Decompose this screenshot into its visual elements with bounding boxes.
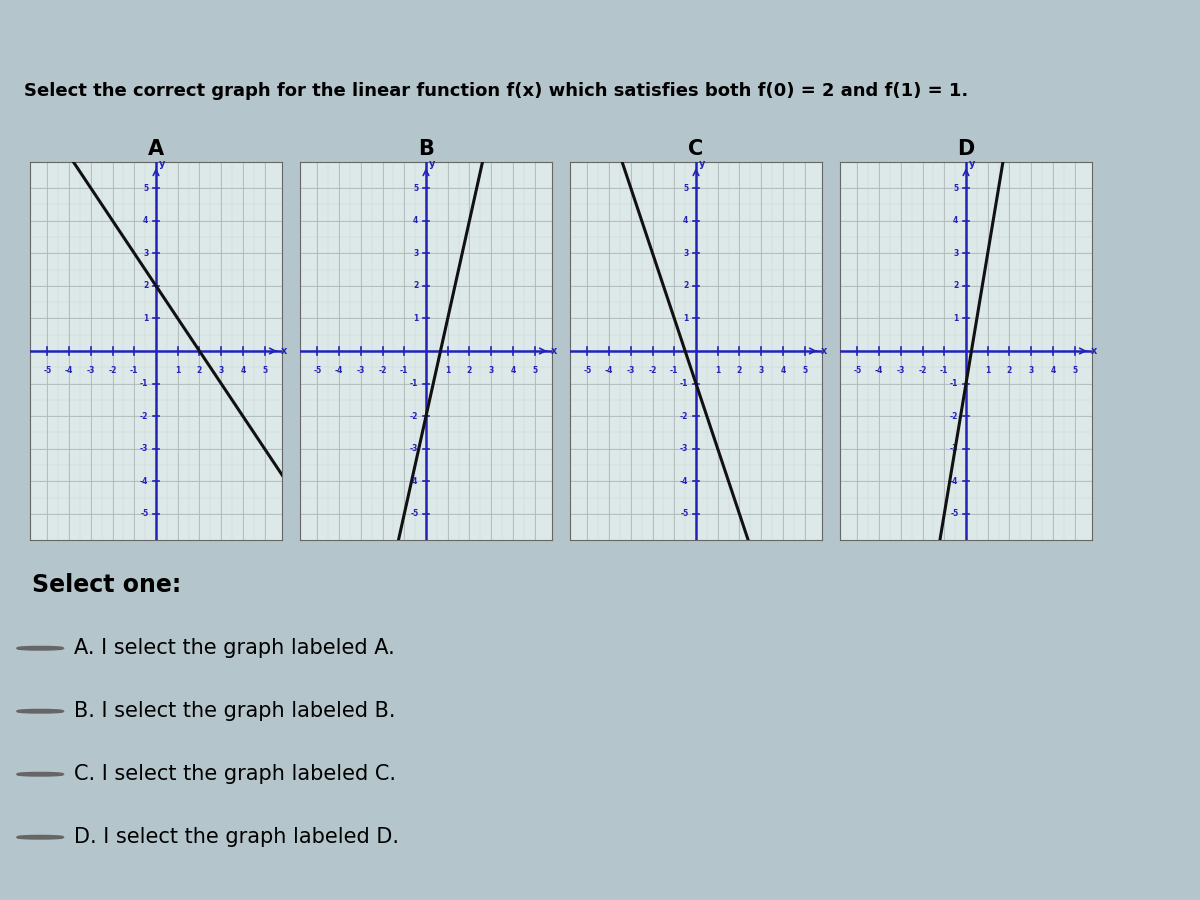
Text: -2: -2 — [108, 365, 116, 374]
Text: -5: -5 — [680, 509, 689, 518]
Text: 3: 3 — [1028, 365, 1033, 374]
Text: -3: -3 — [680, 445, 689, 454]
Text: 1: 1 — [413, 314, 419, 323]
Text: 2: 2 — [737, 365, 742, 374]
Text: C. I select the graph labeled C.: C. I select the graph labeled C. — [73, 764, 396, 784]
Text: 2: 2 — [1007, 365, 1012, 374]
Text: -4: -4 — [65, 365, 73, 374]
Text: 4: 4 — [683, 216, 689, 225]
Text: -5: -5 — [853, 365, 862, 374]
Text: -5: -5 — [410, 509, 419, 518]
Text: 1: 1 — [175, 365, 180, 374]
Text: -2: -2 — [140, 411, 149, 420]
Text: y: y — [160, 158, 166, 168]
Text: 3: 3 — [218, 365, 223, 374]
Text: 5: 5 — [802, 365, 808, 374]
Text: -5: -5 — [583, 365, 592, 374]
Text: -2: -2 — [918, 365, 926, 374]
Text: 4: 4 — [780, 365, 786, 374]
Text: -2: -2 — [378, 365, 386, 374]
Text: x: x — [551, 346, 557, 356]
Text: 3: 3 — [683, 248, 689, 257]
Text: 2: 2 — [143, 282, 149, 291]
Text: 4: 4 — [510, 365, 516, 374]
Text: -4: -4 — [875, 365, 883, 374]
Text: y: y — [430, 158, 436, 168]
Text: D. I select the graph labeled D.: D. I select the graph labeled D. — [73, 827, 398, 847]
Text: 1: 1 — [143, 314, 149, 323]
Text: 3: 3 — [758, 365, 763, 374]
Text: 5: 5 — [532, 365, 538, 374]
Text: -3: -3 — [896, 365, 905, 374]
Text: 5: 5 — [1072, 365, 1078, 374]
Text: 2: 2 — [683, 282, 689, 291]
Text: -5: -5 — [313, 365, 322, 374]
Text: -4: -4 — [605, 365, 613, 374]
Text: 1: 1 — [953, 314, 959, 323]
Text: 5: 5 — [143, 184, 149, 193]
Text: 4: 4 — [1050, 365, 1056, 374]
Text: 5: 5 — [953, 184, 959, 193]
Text: -3: -3 — [950, 445, 959, 454]
Text: 4: 4 — [143, 216, 149, 225]
Text: -4: -4 — [680, 477, 689, 486]
Text: 2: 2 — [413, 282, 419, 291]
Text: -1: -1 — [950, 379, 959, 388]
Text: -4: -4 — [335, 365, 343, 374]
Text: -5: -5 — [140, 509, 149, 518]
Text: -2: -2 — [648, 365, 656, 374]
Text: -3: -3 — [86, 365, 95, 374]
Text: B: B — [418, 139, 434, 159]
Text: -5: -5 — [43, 365, 52, 374]
Text: 4: 4 — [413, 216, 419, 225]
Text: 2: 2 — [953, 282, 959, 291]
Text: x: x — [1091, 346, 1097, 356]
Text: y: y — [970, 158, 976, 168]
Text: -4: -4 — [950, 477, 959, 486]
Text: B. I select the graph labeled B.: B. I select the graph labeled B. — [73, 701, 395, 721]
Text: 1: 1 — [445, 365, 450, 374]
Text: 3: 3 — [143, 248, 149, 257]
Text: D: D — [958, 139, 974, 159]
Text: C: C — [689, 139, 703, 159]
Text: 4: 4 — [953, 216, 959, 225]
Text: -3: -3 — [356, 365, 365, 374]
Text: -1: -1 — [140, 379, 149, 388]
Text: Select the correct graph for the linear function f(x) which satisfies both f(0) : Select the correct graph for the linear … — [24, 83, 968, 101]
Text: -1: -1 — [940, 365, 948, 374]
Text: 5: 5 — [683, 184, 689, 193]
Text: -1: -1 — [130, 365, 138, 374]
Text: -2: -2 — [680, 411, 689, 420]
Text: A: A — [148, 139, 164, 159]
Text: -2: -2 — [410, 411, 419, 420]
Text: 2: 2 — [467, 365, 472, 374]
Text: -4: -4 — [140, 477, 149, 486]
Text: -1: -1 — [400, 365, 408, 374]
Text: 4: 4 — [240, 365, 246, 374]
Text: -3: -3 — [140, 445, 149, 454]
Text: -1: -1 — [670, 365, 678, 374]
Text: -1: -1 — [410, 379, 419, 388]
Text: 1: 1 — [683, 314, 689, 323]
Text: -4: -4 — [410, 477, 419, 486]
Text: y: y — [700, 158, 706, 168]
Text: x: x — [281, 346, 287, 356]
Text: 5: 5 — [262, 365, 268, 374]
Text: 1: 1 — [715, 365, 720, 374]
Text: 3: 3 — [488, 365, 493, 374]
Text: -3: -3 — [626, 365, 635, 374]
Text: x: x — [821, 346, 827, 356]
Text: 5: 5 — [413, 184, 419, 193]
Text: 1: 1 — [985, 365, 990, 374]
Text: A. I select the graph labeled A.: A. I select the graph labeled A. — [73, 638, 395, 658]
Text: -2: -2 — [950, 411, 959, 420]
Text: Select one:: Select one: — [32, 573, 181, 597]
Text: -1: -1 — [680, 379, 689, 388]
Text: 3: 3 — [953, 248, 959, 257]
Text: 2: 2 — [197, 365, 202, 374]
Text: -3: -3 — [410, 445, 419, 454]
Text: -5: -5 — [950, 509, 959, 518]
Text: 3: 3 — [413, 248, 419, 257]
